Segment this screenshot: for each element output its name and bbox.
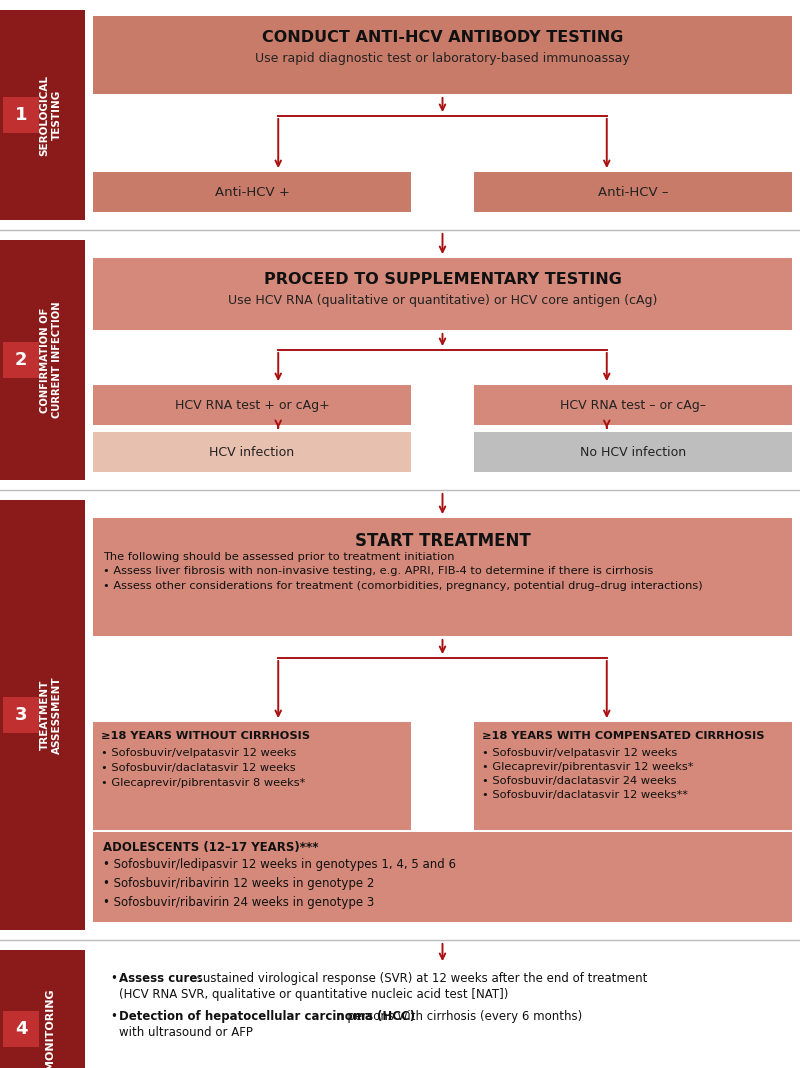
Bar: [93, 832, 792, 922]
Text: •: •: [111, 972, 122, 985]
Bar: [0, 10, 85, 220]
Bar: [3, 342, 39, 378]
Text: sustained virological response (SVR) at 12 weeks after the end of treatment: sustained virological response (SVR) at …: [193, 972, 647, 985]
Text: CONFIRMATION OF
CURRENT INFECTION: CONFIRMATION OF CURRENT INFECTION: [39, 301, 62, 419]
Text: 1: 1: [14, 106, 27, 124]
Text: Use rapid diagnostic test or laboratory-based immunoassay: Use rapid diagnostic test or laboratory-…: [255, 52, 630, 65]
Text: • Sofosbuvir/ledipasvir 12 weeks in genotypes 1, 4, 5 and 6
• Sofosbuvir/ribavir: • Sofosbuvir/ledipasvir 12 weeks in geno…: [103, 858, 456, 909]
Text: HCV RNA test – or cAg–: HCV RNA test – or cAg–: [560, 398, 706, 411]
Bar: [3, 697, 39, 733]
Text: HCV infection: HCV infection: [210, 445, 294, 458]
Bar: [93, 518, 792, 637]
Bar: [93, 16, 792, 94]
Text: MONITORING: MONITORING: [46, 988, 55, 1068]
Bar: [93, 431, 411, 472]
Text: Detection of hepatocellular carcinoma (HCC): Detection of hepatocellular carcinoma (H…: [119, 1010, 415, 1023]
Bar: [474, 431, 792, 472]
Text: Assess cure:: Assess cure:: [119, 972, 202, 985]
Bar: [474, 722, 792, 830]
Bar: [93, 172, 411, 213]
Bar: [93, 958, 792, 1068]
Bar: [3, 1011, 39, 1047]
Bar: [93, 384, 411, 425]
Bar: [0, 951, 85, 1068]
Text: (HCV RNA SVR, qualitative or quantitative nucleic acid test [NAT]): (HCV RNA SVR, qualitative or quantitativ…: [119, 988, 508, 1001]
Bar: [474, 172, 792, 213]
Text: No HCV infection: No HCV infection: [580, 445, 686, 458]
Text: PROCEED TO SUPPLEMENTARY TESTING: PROCEED TO SUPPLEMENTARY TESTING: [263, 272, 622, 287]
Text: Anti-HCV –: Anti-HCV –: [598, 186, 668, 199]
Bar: [93, 258, 792, 330]
Text: in persons with cirrhosis (every 6 months): in persons with cirrhosis (every 6 month…: [119, 1010, 582, 1023]
Text: Use HCV RNA (qualitative or quantitative) or HCV core antigen (cAg): Use HCV RNA (qualitative or quantitative…: [228, 294, 657, 307]
Text: 4: 4: [14, 1020, 27, 1038]
Text: HCV RNA test + or cAg+: HCV RNA test + or cAg+: [174, 398, 330, 411]
Text: •: •: [111, 1010, 122, 1023]
Text: TREATMENT
ASSESSMENT: TREATMENT ASSESSMENT: [39, 676, 62, 754]
Text: • Sofosbuvir/velpatasvir 12 weeks
• Sofosbuvir/daclatasvir 12 weeks
• Glecaprevi: • Sofosbuvir/velpatasvir 12 weeks • Sofo…: [101, 748, 306, 787]
Text: 2: 2: [14, 351, 27, 370]
Bar: [3, 97, 39, 134]
Bar: [93, 722, 411, 830]
Bar: [474, 384, 792, 425]
Text: with ultrasound or AFP: with ultrasound or AFP: [119, 1026, 253, 1039]
Text: The following should be assessed prior to treatment initiation
• Assess liver fi: The following should be assessed prior t…: [103, 552, 702, 591]
Text: CONDUCT ANTI-HCV ANTIBODY TESTING: CONDUCT ANTI-HCV ANTIBODY TESTING: [262, 30, 623, 45]
Text: Anti-HCV +: Anti-HCV +: [214, 186, 290, 199]
Text: ≥18 YEARS WITH COMPENSATED CIRRHOSIS: ≥18 YEARS WITH COMPENSATED CIRRHOSIS: [482, 731, 765, 741]
Text: ADOLESCENTS (12–17 YEARS)***: ADOLESCENTS (12–17 YEARS)***: [103, 841, 318, 854]
Bar: [0, 240, 85, 480]
Text: START TREATMENT: START TREATMENT: [354, 532, 530, 550]
Text: SEROLOGICAL
TESTING: SEROLOGICAL TESTING: [39, 75, 62, 156]
Bar: [0, 500, 85, 930]
Text: ≥18 YEARS WITHOUT CIRRHOSIS: ≥18 YEARS WITHOUT CIRRHOSIS: [101, 731, 310, 741]
Text: 3: 3: [14, 706, 27, 724]
Text: • Sofosbuvir/velpatasvir 12 weeks
• Glecaprevir/pibrentasvir 12 weeks*
• Sofosbu: • Sofosbuvir/velpatasvir 12 weeks • Glec…: [482, 748, 694, 800]
